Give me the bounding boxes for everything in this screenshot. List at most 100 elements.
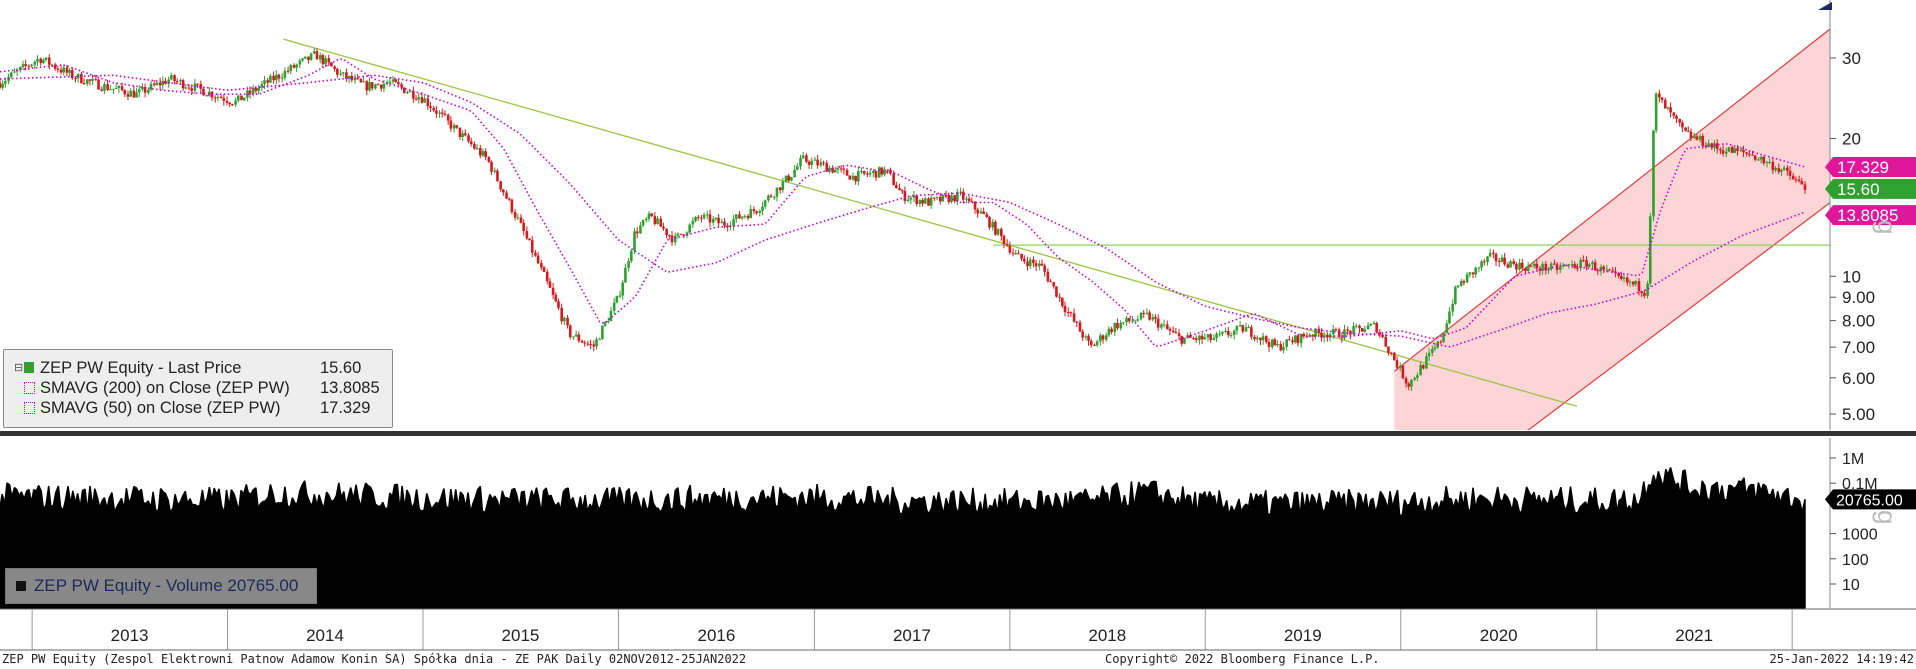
candle [315,51,319,60]
candle [330,62,333,67]
candle [872,170,875,173]
candle [1363,329,1367,332]
candle [1421,365,1425,369]
candle [155,82,159,85]
candle [1343,329,1346,339]
candle [1433,347,1437,349]
candle [525,231,529,239]
candle [222,98,226,101]
candle [269,75,272,83]
candle [676,233,680,236]
candle [1162,324,1166,326]
candle [499,181,502,190]
candle [653,216,657,224]
candle [1069,312,1073,314]
candle [790,177,793,181]
candle [1686,130,1690,132]
candle [1497,261,1501,263]
candle [1585,260,1588,267]
candle [530,240,534,253]
candle [292,65,296,68]
candle [246,90,249,98]
candle [181,80,185,89]
candle [1189,335,1192,338]
candle [1628,281,1632,283]
legend-value: 17.329 [320,399,371,417]
candle [1282,346,1285,351]
candle [109,89,112,91]
candle [313,51,316,54]
candle [929,197,933,206]
volume-tick-label: 1M [1842,451,1864,468]
candle [1608,269,1611,271]
candle [432,108,436,111]
value-flag-text: 15.60 [1837,180,1880,199]
candle [959,191,962,193]
candle [1751,154,1754,156]
candle [88,79,92,81]
candle [633,231,636,251]
candle [944,194,948,196]
candle [1794,179,1798,181]
candle [1777,167,1781,172]
candle [991,221,995,228]
candle [795,166,799,170]
candle [1672,112,1676,116]
candle [82,82,86,84]
candle [345,72,348,79]
candle [679,233,683,235]
candle [283,70,287,78]
candle [91,78,94,81]
candle [831,167,834,173]
candle [1393,352,1396,361]
candle [717,217,720,224]
candle [1229,334,1233,336]
candle [772,196,776,198]
candle [277,74,281,79]
candle [158,82,162,86]
candle [266,80,270,83]
candle [1340,337,1344,339]
candle [1038,263,1041,267]
candle [426,98,430,107]
candle [1707,143,1710,148]
candle [274,74,278,81]
candle [173,75,176,82]
candle [1765,162,1769,164]
candle [1028,259,1032,267]
footer-timestamp: 25-Jan-2022 14:19:42 [1769,652,1915,666]
value-flag-bg [1825,205,1916,226]
candle [1468,272,1472,275]
volume-tick-label: 0.1M [1842,476,1878,493]
candle [956,192,959,202]
volume-area [0,467,1806,609]
candle [781,181,785,191]
candle [161,80,165,86]
candle [1154,317,1157,319]
candle [927,198,930,206]
candle [487,156,491,162]
candle [1757,159,1760,161]
candle [1131,320,1134,322]
candle [1253,336,1256,340]
candle [1326,335,1329,338]
candle [1451,303,1454,312]
candle [1658,93,1661,98]
candle [900,190,904,192]
candle [516,217,520,219]
candle [309,53,313,60]
candle [845,169,849,176]
candle [726,225,729,227]
tree-collapse-icon[interactable]: ⊟ [14,362,24,374]
candle [1093,345,1096,347]
candle [1736,148,1739,151]
candle [298,60,302,65]
candle [1698,136,1702,140]
candle [813,159,817,161]
candle [202,88,205,96]
candle [947,195,951,203]
candle [609,310,613,321]
candle [1398,365,1402,368]
candle [336,68,339,75]
candle [536,255,540,264]
